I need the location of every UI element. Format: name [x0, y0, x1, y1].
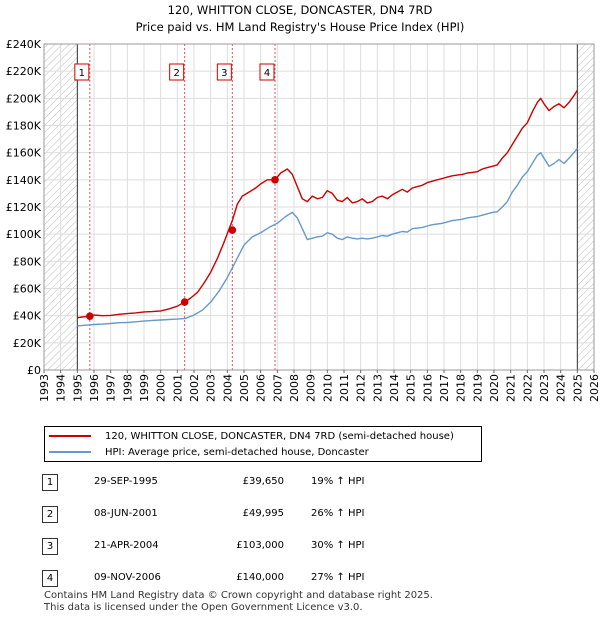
row-number-badge: 4 [42, 570, 58, 587]
table-row: 3 21-APR-2004 £103,000 30% ↑ HPI [42, 536, 442, 556]
transaction-marker-label: 1 [79, 68, 85, 79]
row-date: 29-SEP-1995 [94, 476, 158, 487]
x-tick-label: 2016 [421, 374, 434, 402]
row-price: £39,650 [242, 476, 284, 487]
y-tick-label: £160K [6, 147, 42, 160]
y-tick-label: £140K [6, 174, 42, 187]
transaction-point [180, 298, 189, 306]
series-line-hpi [77, 148, 578, 327]
x-tick-label: 2004 [221, 374, 234, 402]
x-tick-label: 2007 [271, 374, 284, 402]
x-tick-label: 2008 [288, 374, 301, 402]
y-tick-label: £100K [6, 228, 42, 241]
transaction-marker-label: 3 [221, 68, 227, 79]
x-tick-label: 1994 [55, 374, 68, 402]
table-row: 4 09-NOV-2006 £140,000 27% ↑ HPI [42, 568, 442, 588]
legend-swatch-property [49, 435, 91, 437]
transaction-point [86, 312, 94, 320]
row-date: 08-JUN-2001 [94, 508, 158, 519]
x-tick-label: 2017 [438, 374, 451, 402]
chart-title: 120, WHITTON CLOSE, DONCASTER, DN4 7RD [167, 3, 433, 17]
transaction-marker-box [169, 63, 185, 81]
table-row: 2 08-JUN-2001 £49,995 26% ↑ HPI [42, 504, 442, 524]
x-tick-label: 2015 [405, 374, 418, 402]
row-date: 09-NOV-2006 [94, 572, 161, 583]
legend-label-property: 120, WHITTON CLOSE, DONCASTER, DN4 7RD (… [105, 430, 454, 442]
table-row: 1 29-SEP-1995 £39,650 19% ↑ HPI [42, 472, 442, 492]
transaction-marker-box [259, 63, 275, 81]
x-tick-label: 1997 [105, 374, 118, 402]
x-tick-label: 1998 [121, 374, 134, 402]
x-tick-label: 2014 [388, 374, 401, 402]
x-tick-label: 2010 [321, 374, 334, 402]
x-tick-label: 1995 [71, 374, 84, 402]
x-tick-label: 2025 [571, 374, 584, 402]
x-tick-label: 2002 [188, 374, 201, 402]
x-tick-label: 1993 [38, 374, 51, 402]
y-tick-label: £180K [6, 120, 42, 133]
y-tick-label: £120K [6, 201, 42, 214]
row-hpi-change: 26% ↑ HPI [311, 508, 365, 519]
x-tick-label: 2013 [371, 374, 384, 402]
series-line-property [77, 89, 578, 319]
x-tick-label: 2021 [505, 374, 518, 402]
transaction-point [271, 176, 279, 184]
x-tick-label: 2024 [555, 374, 568, 402]
x-tick-label: 2009 [305, 374, 318, 402]
row-hpi-change: 27% ↑ HPI [311, 572, 365, 583]
y-tick-label: £40K [13, 310, 42, 323]
y-tick-label: £220K [6, 65, 42, 78]
line-chart: 1 2 3 4 £0 £20K £40K £60K £80K £100K £120K £140K £16… [6, 38, 600, 402]
x-tick-label: 2018 [455, 374, 468, 402]
legend-item-property: 120, WHITTON CLOSE, DONCASTER, DN4 7RD (… [49, 429, 454, 443]
x-tick-label: 2022 [521, 374, 534, 402]
legend-item-hpi: HPI: Average price, semi-detached house,… [49, 445, 369, 459]
footer-copyright: Contains HM Land Registry data © Crown c… [44, 590, 433, 601]
chart-subtitle: Price paid vs. HM Land Registry's House … [135, 20, 465, 34]
row-date: 21-APR-2004 [94, 540, 159, 551]
row-price: £49,995 [242, 508, 284, 519]
x-tick-label: 1999 [138, 374, 151, 402]
x-tick-label: 2012 [355, 374, 368, 402]
row-hpi-change: 19% ↑ HPI [311, 476, 365, 487]
transaction-point [228, 226, 237, 234]
footer-licence: This data is licensed under the Open Gov… [44, 602, 363, 613]
x-tick-label: 2006 [255, 374, 268, 402]
legend-swatch-hpi [49, 451, 91, 453]
x-tick-label: 2023 [538, 374, 551, 402]
y-tick-label: £80K [13, 255, 42, 268]
transaction-marker-box [74, 63, 90, 81]
y-tick-label: £20K [13, 337, 42, 350]
row-number-badge: 1 [42, 474, 58, 491]
x-tick-label: 2001 [171, 374, 184, 402]
row-price: £103,000 [236, 540, 284, 551]
row-number-badge: 3 [42, 538, 58, 555]
row-number-badge: 2 [42, 506, 58, 523]
x-tick-label: 2020 [488, 374, 501, 402]
x-tick-label: 2005 [238, 374, 251, 402]
y-tick-label: £240K [6, 38, 42, 51]
y-tick-label: £0 [27, 364, 41, 377]
x-tick-label: 2003 [205, 374, 218, 402]
transaction-marker-label: 2 [173, 68, 179, 79]
x-tick-label: 2011 [338, 374, 351, 402]
y-tick-label: £200K [6, 92, 42, 105]
x-tick-label: 2000 [155, 374, 168, 402]
x-tick-label: 1996 [88, 374, 101, 402]
plot-frame [43, 43, 595, 371]
legend: 120, WHITTON CLOSE, DONCASTER, DN4 7RD (… [44, 426, 482, 462]
row-hpi-change: 30% ↑ HPI [311, 540, 365, 551]
legend-label-hpi: HPI: Average price, semi-detached house,… [105, 446, 369, 458]
y-tick-label: £60K [13, 283, 42, 296]
transaction-marker-box [216, 63, 232, 81]
row-price: £140,000 [236, 572, 284, 583]
x-tick-label: 2026 [588, 374, 600, 402]
transaction-marker-label: 4 [264, 68, 270, 79]
x-tick-label: 2019 [471, 374, 484, 402]
